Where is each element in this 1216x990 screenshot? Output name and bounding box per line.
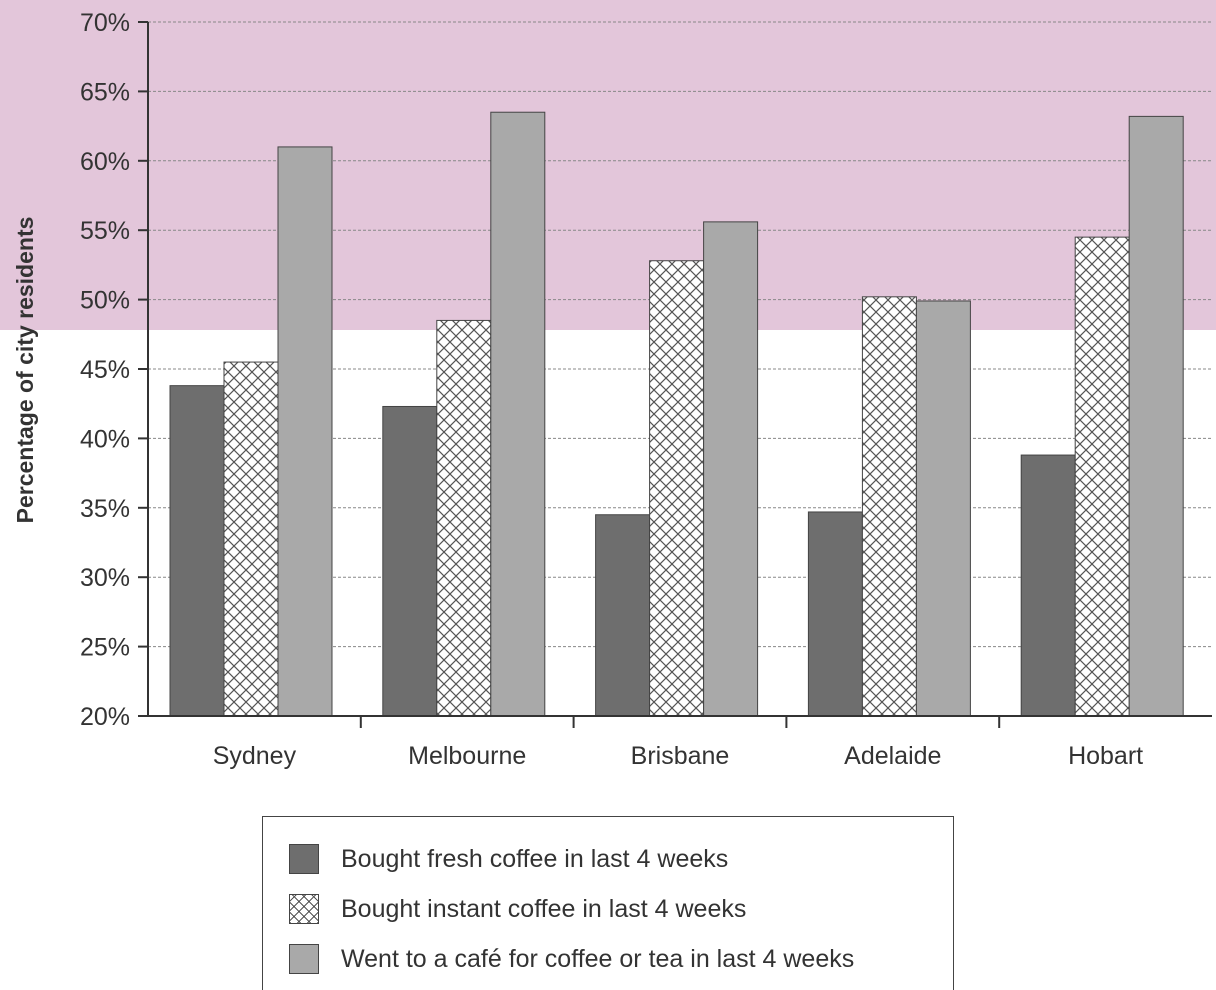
bar-adelaide-series-2: [915, 300, 971, 717]
background-band: [0, 0, 1216, 330]
legend-item: Went to a café for coffee or tea in last…: [289, 941, 854, 977]
y-tick-label: 35%: [80, 495, 130, 523]
bar-hobart-series-2: [1128, 115, 1184, 717]
bar-sydney-series-2: [277, 146, 333, 717]
y-tick-label: 20%: [80, 703, 130, 731]
bar-melbourne-series-0: [382, 405, 438, 717]
y-tick-label: 60%: [80, 148, 130, 176]
y-tick-label: 40%: [80, 425, 130, 453]
x-tick-label: Brisbane: [631, 742, 730, 770]
y-tick-label: 55%: [80, 217, 130, 245]
bar-adelaide-series-1: [861, 296, 917, 717]
bar-brisbane-series-2: [703, 221, 759, 717]
y-tick-label: 30%: [80, 564, 130, 592]
y-tick-label: 25%: [80, 634, 130, 662]
bar-sydney-series-0: [169, 385, 225, 717]
y-tick-label: 45%: [80, 356, 130, 384]
bar-hobart-series-1: [1074, 236, 1130, 717]
x-tick-label: Melbourne: [408, 742, 526, 770]
y-tick-label: 65%: [80, 78, 130, 106]
bar-sydney-series-1: [223, 361, 279, 717]
bar-adelaide-series-0: [807, 511, 863, 717]
legend-label: Bought instant coffee in last 4 weeks: [341, 894, 747, 923]
x-tick-labels: Sydney Melbourne Brisbane Adelaide Hobart: [213, 716, 1143, 770]
x-tick-label: Sydney: [213, 742, 297, 770]
bar-brisbane-series-0: [595, 514, 651, 717]
bars: [169, 111, 1184, 717]
bar-hobart-series-0: [1020, 454, 1076, 717]
bar-melbourne-series-2: [490, 111, 546, 717]
legend-item: Bought fresh coffee in last 4 weeks: [289, 841, 728, 877]
legend-swatch-instant: [289, 894, 319, 924]
legend: Bought fresh coffee in last 4 weeks Boug…: [262, 816, 954, 990]
bar-brisbane-series-1: [649, 260, 705, 717]
y-tick-label: 70%: [80, 9, 130, 37]
bar-melbourne-series-1: [436, 319, 492, 717]
y-tick-labels: 20% 25% 30% 35% 40% 45% 50% 55% 60% 65% 70%: [80, 9, 148, 731]
x-tick-label: Hobart: [1068, 742, 1143, 770]
legend-label: Went to a café for coffee or tea in last…: [341, 944, 855, 973]
y-tick-label: 50%: [80, 287, 130, 315]
legend-swatch-cafe: [289, 944, 319, 974]
x-tick-label: Adelaide: [844, 742, 941, 770]
legend-label: Bought fresh coffee in last 4 weeks: [341, 844, 729, 873]
y-axis-label: Percentage of city residents: [12, 217, 38, 524]
legend-item: Bought instant coffee in last 4 weeks: [289, 891, 746, 927]
legend-swatch-fresh: [289, 844, 319, 874]
